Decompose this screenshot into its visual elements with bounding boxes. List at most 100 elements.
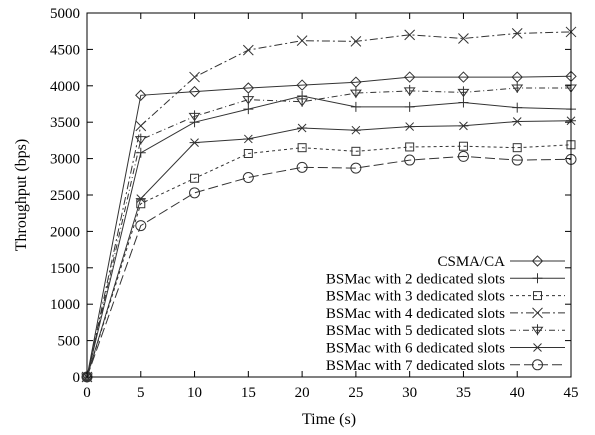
data-point	[296, 35, 308, 47]
data-point	[511, 81, 524, 93]
legend-label: BSMac with 4 dedicated slots	[326, 306, 505, 322]
data-point	[350, 162, 362, 174]
data-point	[403, 84, 416, 96]
y-tick-label: 1500	[50, 261, 80, 277]
y-tick-label: 500	[58, 334, 81, 350]
data-point	[403, 71, 416, 83]
data-point	[349, 87, 362, 99]
data-point	[135, 194, 146, 203]
legend-label: CSMA/CA	[437, 254, 505, 270]
series-6	[82, 116, 576, 382]
x-axis-title: Time (s)	[302, 411, 356, 428]
data-point	[404, 101, 415, 112]
data-point	[512, 117, 523, 126]
legend-label: BSMac with 5 dedicated slots	[326, 323, 505, 339]
data-point	[457, 71, 470, 83]
data-point	[134, 133, 147, 145]
legend-marker	[531, 255, 544, 267]
data-point	[512, 143, 522, 153]
data-point	[243, 134, 254, 144]
data-point	[243, 149, 253, 159]
series-layer	[81, 26, 577, 383]
legend-entry: BSMac with 5 dedicated slots	[326, 323, 565, 339]
legend-label: BSMac with 7 dedicated slots	[326, 358, 505, 374]
legend-marker	[532, 307, 543, 319]
y-tick-label: 1000	[50, 297, 80, 313]
series-2	[82, 90, 576, 382]
data-point	[512, 102, 523, 113]
data-point	[457, 86, 470, 98]
y-tick-label: 5000	[50, 6, 80, 22]
series-line	[86, 75, 572, 378]
legend-marker	[533, 291, 542, 301]
legend-label: BSMac with 3 dedicated slots	[326, 289, 505, 305]
data-point	[405, 142, 415, 152]
data-point	[458, 121, 469, 131]
legend-entry: BSMac with 2 dedicated slots	[326, 271, 565, 287]
data-point	[242, 93, 255, 105]
legend-entry: BSMac with 4 dedicated slots	[326, 306, 565, 322]
y-tick-label: 0	[73, 370, 81, 386]
legend-label: BSMac with 2 dedicated slots	[326, 271, 505, 287]
data-point	[458, 97, 469, 108]
series-line	[86, 144, 572, 378]
legend-entry: BSMac with 6 dedicated slots	[326, 341, 565, 357]
legend-entry: CSMA/CA	[437, 254, 565, 270]
x-tick-label: 15	[241, 385, 256, 401]
series-line	[86, 120, 572, 378]
data-point	[135, 120, 147, 132]
data-point	[350, 101, 361, 112]
x-tick-label: 45	[564, 385, 579, 401]
data-point	[457, 150, 469, 162]
data-point	[243, 104, 254, 115]
data-point	[404, 122, 415, 131]
data-point	[135, 220, 147, 232]
legend-marker	[532, 343, 543, 352]
y-tick-label: 4000	[50, 79, 80, 95]
data-point	[296, 79, 308, 91]
x-tick-label: 30	[402, 385, 417, 401]
x-tick-label: 5	[137, 385, 145, 401]
legend-entry: BSMac with 7 dedicated slots	[326, 358, 565, 374]
y-axis-title: Throughput (bps)	[13, 139, 30, 251]
data-point	[189, 71, 200, 83]
data-point	[350, 36, 362, 47]
series-line	[86, 87, 571, 378]
data-point	[458, 141, 468, 151]
legend-marker	[531, 324, 544, 336]
series-line	[86, 31, 572, 378]
legend-label: BSMac with 6 dedicated slots	[326, 341, 505, 357]
data-point	[135, 89, 147, 101]
legend-marker	[532, 273, 543, 284]
data-point	[242, 172, 254, 184]
data-point	[511, 154, 523, 166]
legend-marker	[532, 359, 543, 371]
data-point	[404, 154, 416, 166]
plot-frame	[86, 12, 572, 378]
y-tick-label: 2000	[50, 224, 80, 240]
series-line	[86, 95, 572, 378]
x-tick-label: 35	[456, 385, 471, 401]
y-tick-label: 3500	[50, 115, 80, 131]
data-point	[189, 138, 200, 147]
x-tick-label: 25	[348, 385, 363, 401]
y-tick-label: 3000	[50, 152, 80, 168]
data-point	[188, 85, 201, 98]
data-point	[188, 110, 201, 122]
data-point	[297, 143, 307, 153]
data-point	[242, 44, 254, 56]
axes-layer: 0 5 10 15 20 25 30 35 40 45 0 500 1000 1500 2000 2500 30…	[50, 6, 579, 401]
y-tick-label: 4500	[50, 42, 80, 58]
data-point	[350, 125, 361, 135]
data-point	[297, 123, 308, 133]
x-tick-label: 40	[510, 385, 525, 401]
data-point	[296, 95, 309, 107]
data-point	[296, 161, 308, 173]
data-point	[189, 187, 201, 199]
x-tick-label: 10	[187, 385, 202, 401]
x-tick-label: 20	[295, 385, 310, 401]
data-point	[351, 146, 361, 156]
